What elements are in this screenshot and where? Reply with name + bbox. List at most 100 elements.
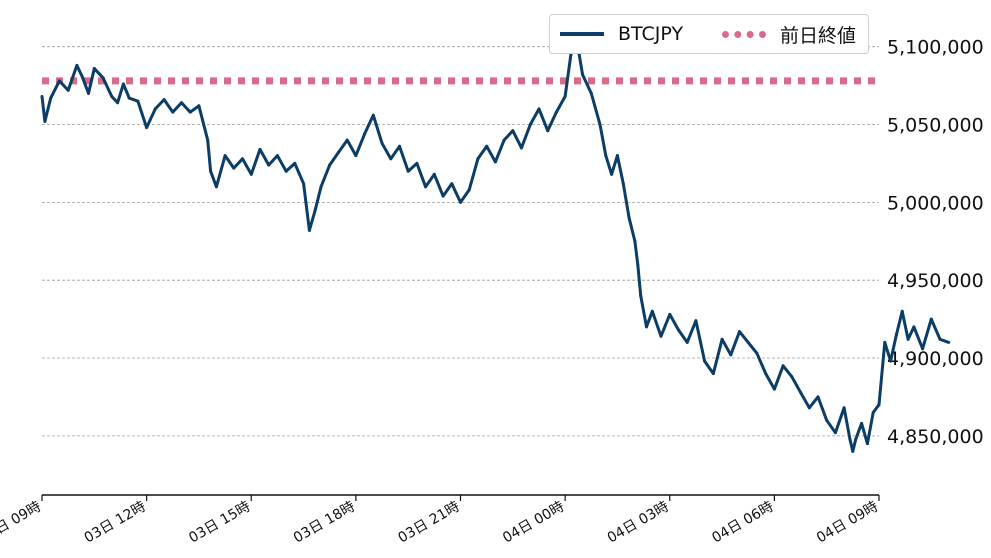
btcjpy-point-63 <box>546 129 550 133</box>
chart-legend: BTCJPY 前日終値 <box>549 14 869 54</box>
y-tick-label-0: 4,850,000 <box>887 426 984 448</box>
btcjpy-point-111 <box>889 359 893 363</box>
legend-item-prev-close: 前日終値 <box>722 15 856 53</box>
btcjpy-point-7 <box>87 91 90 95</box>
btcjpy-point-113 <box>900 309 904 313</box>
legend-label-btcjpy: BTCJPY <box>618 23 684 45</box>
btcjpy-point-88 <box>720 337 724 341</box>
btcjpy-point-56 <box>485 144 489 148</box>
btcjpy-point-40 <box>345 138 349 142</box>
btcjpy-point-11 <box>116 101 120 105</box>
btcjpy-point-12 <box>121 82 125 86</box>
btcjpy-point-14 <box>136 99 140 103</box>
btcjpy-point-45 <box>389 157 393 161</box>
btcjpy-point-18 <box>171 110 175 114</box>
btcjpy-point-84 <box>685 340 689 344</box>
btcjpy-point-82 <box>668 312 672 316</box>
btcjpy-point-79 <box>645 325 648 329</box>
btcjpy-point-36 <box>313 208 317 212</box>
btcjpy-point-9 <box>101 76 105 80</box>
x-tick-label-8: 04日 09時 <box>814 499 881 547</box>
btcjpy-point-91 <box>746 340 750 344</box>
btcjpy-point-71 <box>604 154 608 158</box>
btcjpy-point-103 <box>848 437 852 441</box>
btcjpy-point-22 <box>206 138 210 142</box>
btcjpy-point-52 <box>450 182 454 186</box>
btcjpy-point-90 <box>738 330 741 334</box>
x-tick-label-0: 03日 09時 <box>0 499 44 547</box>
btcjpy-series-line <box>40 39 950 453</box>
btcjpy-point-100 <box>825 418 829 422</box>
btcjpy-point-93 <box>764 372 768 376</box>
btcjpy-point-98 <box>807 406 811 410</box>
legend-swatch-dotted-line <box>722 30 766 38</box>
btcjpy-point-70 <box>598 123 602 126</box>
btcjpy-point-68 <box>581 73 585 77</box>
btcjpy-point-4 <box>66 88 70 92</box>
btcjpy-point-13 <box>127 96 131 100</box>
btcjpy-point-42 <box>363 132 367 136</box>
btcjpy-point-114 <box>906 337 910 341</box>
btcjpy-point-50 <box>432 172 436 176</box>
x-tick-label-7: 04日 06時 <box>709 499 776 547</box>
x-tick-label-6: 04日 03時 <box>605 499 672 547</box>
btcjpy-point-17 <box>162 98 166 102</box>
legend-swatch-solid-line <box>560 32 604 36</box>
btcjpy-point-60 <box>520 146 523 150</box>
btcjpy-point-96 <box>790 375 794 379</box>
btcjpy-point-15 <box>145 126 149 130</box>
btcjpy-point-74 <box>621 182 625 186</box>
btcjpy-point-20 <box>188 110 192 114</box>
btcjpy-point-112 <box>894 333 898 337</box>
btcjpy-point-62 <box>537 107 541 111</box>
btcjpy-point-77 <box>636 263 640 267</box>
btcjpy-point-92 <box>755 351 759 355</box>
btcjpy-point-49 <box>424 185 428 189</box>
btcjpy-point-105 <box>854 437 858 441</box>
btcjpy-point-102 <box>842 406 846 410</box>
btcjpy-point-29 <box>258 147 262 151</box>
btcjpy-point-109 <box>877 403 881 407</box>
btcjpy-point-48 <box>415 161 419 165</box>
y-tick-label-2: 4,950,000 <box>887 270 984 292</box>
btcjpy-point-110 <box>883 340 887 344</box>
btcjpy-point-3 <box>57 79 61 83</box>
btcjpy-point-72 <box>610 172 614 176</box>
btcjpy-point-33 <box>293 161 297 165</box>
btcjpy-point-53 <box>459 200 462 204</box>
btcjpy-point-43 <box>371 113 375 117</box>
btcjpy-point-19 <box>180 101 183 105</box>
legend-item-btcjpy: BTCJPY <box>560 15 683 53</box>
btcjpy-point-51 <box>441 194 445 198</box>
btcjpy-point-35 <box>307 228 311 232</box>
btcjpy-point-5 <box>75 63 79 67</box>
btcjpy-point-80 <box>650 309 654 313</box>
btcjpy-point-58 <box>502 138 506 142</box>
btcjpy-point-87 <box>711 372 715 376</box>
btcjpy-point-2 <box>49 96 53 100</box>
btcjpy-point-86 <box>703 359 707 363</box>
btcjpy-point-27 <box>241 157 244 161</box>
btcjpy-point-28 <box>249 172 253 176</box>
btcjpy-point-73 <box>615 154 619 158</box>
x-tick-label-1: 03日 12時 <box>82 499 149 547</box>
btcjpy-point-0 <box>40 95 44 98</box>
y-tick-label-1: 4,900,000 <box>887 348 984 370</box>
y-tick-label-5: 5,100,000 <box>887 37 984 59</box>
btcjpy-point-101 <box>833 431 837 435</box>
y-tick-label-3: 5,000,000 <box>887 192 984 214</box>
btcjpy-point-37 <box>319 185 323 189</box>
btcjpy-point-26 <box>232 166 236 170</box>
btcjpy-point-34 <box>302 182 306 186</box>
btcjpy-point-46 <box>398 144 401 148</box>
y-tick-label-4: 5,050,000 <box>887 115 984 137</box>
btcjpy-point-55 <box>476 157 480 161</box>
btcjpy-point-16 <box>153 107 157 111</box>
btcjpy-point-99 <box>816 395 820 399</box>
x-tick-label-2: 03日 15時 <box>186 499 253 547</box>
btcjpy-point-61 <box>528 123 532 126</box>
btcjpy-point-23 <box>209 169 213 173</box>
btcjpy-point-65 <box>563 95 567 98</box>
btcjpy-point-1 <box>43 119 47 123</box>
btcjpy-point-85 <box>694 319 698 323</box>
